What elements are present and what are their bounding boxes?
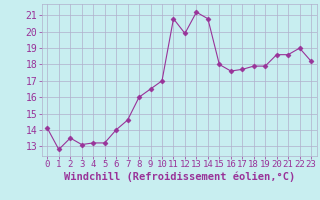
X-axis label: Windchill (Refroidissement éolien,°C): Windchill (Refroidissement éolien,°C) (64, 172, 295, 182)
